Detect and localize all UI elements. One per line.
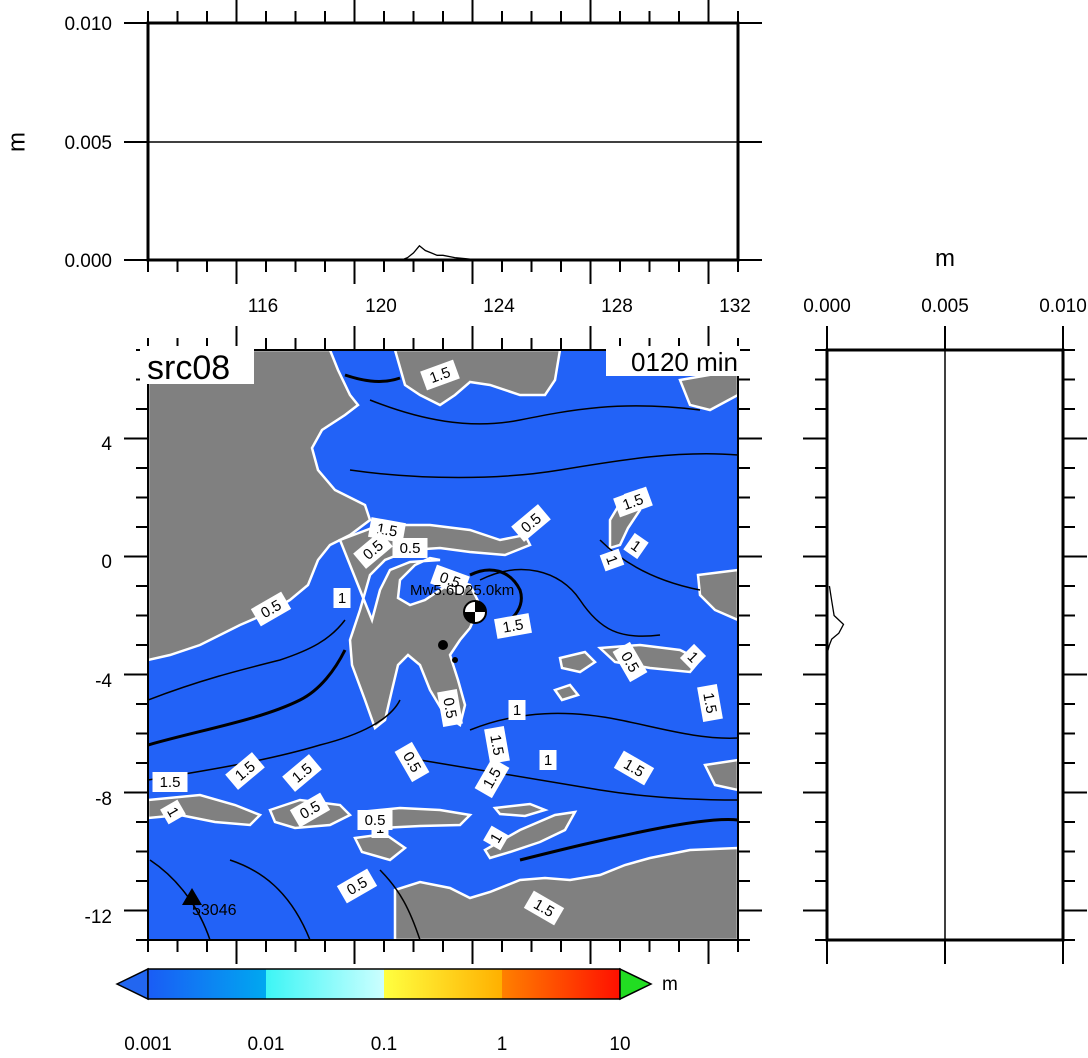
colorbar-tick-label: 0.01 — [248, 1034, 285, 1055]
contour-label-text: 0.5 — [437, 569, 462, 592]
land-borneo — [148, 350, 372, 662]
contour-label: 1 — [508, 700, 526, 720]
colorbar-segment — [384, 969, 502, 999]
map-ticks — [124, 326, 762, 964]
colorbar-tick-label: 0.001 — [124, 1034, 172, 1055]
contour-label: 1 — [160, 799, 186, 825]
station-dot — [452, 657, 458, 663]
top-xtick-label: 116 — [248, 296, 278, 317]
lat-tick-label: -4 — [95, 671, 112, 692]
side-panel-yticks — [803, 349, 1087, 941]
contour-label-text: 0.5 — [365, 812, 386, 829]
contour-label: 1.5 — [613, 486, 653, 518]
contour-labels: 1.51.51.50.511.50.50.5 10.50.511.50.51.51… — [152, 359, 723, 926]
contour-label: 1.5 — [613, 750, 655, 786]
top-xtick-label: 124 — [483, 296, 515, 317]
land-small-1 — [553, 683, 581, 702]
lat-tick-label: 0 — [101, 552, 112, 573]
contour-label-text: 1.5 — [160, 774, 181, 791]
top-ytick-label: 0.005 — [64, 133, 112, 154]
contour-label: 1 — [599, 548, 625, 572]
top-xtick-label: 128 — [601, 296, 633, 317]
contour-label: 1.5 — [484, 726, 510, 764]
colorbar-segment — [502, 969, 620, 999]
top-panel-xtick-labels: 116 120 124 128 132 — [248, 296, 751, 317]
event-label: Mw5.6D25.0km — [410, 582, 514, 599]
land-aru — [703, 758, 738, 792]
epicenter: Mw5.6D25.0km — [410, 582, 514, 663]
lat-tick-label: -12 — [85, 907, 112, 928]
contour-label: 1 — [623, 532, 649, 560]
top-panel-ylabel: m — [3, 132, 30, 152]
colorbar-segment — [266, 969, 384, 999]
contour-label-text: 1.5 — [501, 616, 524, 636]
side-xtick-label: 0.005 — [921, 296, 969, 317]
contour-label: 1 — [483, 825, 509, 851]
colorbar-segment — [148, 969, 266, 999]
station-marker: 53046 — [182, 888, 237, 919]
side-panel-xlabel: m — [935, 245, 955, 272]
land-mindanao — [393, 350, 562, 407]
colorbar-high-arrow — [619, 967, 653, 1001]
top-ytick-label: 0.010 — [64, 14, 112, 35]
station-dot — [438, 640, 448, 650]
map-lat-labels: 4 0 -4 -8 -12 — [85, 434, 113, 928]
colorbar-tick-label: 0.1 — [371, 1034, 397, 1055]
side-panel-series-line — [826, 585, 845, 655]
contour-label-text: 1.5 — [699, 691, 719, 714]
contour-label-text: 1 — [544, 752, 552, 769]
contour-label: 1 — [333, 588, 351, 608]
contour-label-text: 1.5 — [486, 733, 506, 756]
map-title: src08 — [147, 349, 230, 387]
top-panel-series-line — [401, 244, 479, 261]
contour-label: 0.5 — [392, 538, 428, 558]
map-time: 0120 min — [631, 347, 738, 377]
contour-lines — [148, 373, 738, 940]
land-wetar — [492, 802, 549, 818]
lat-tick-label: -8 — [95, 789, 112, 810]
contour-label: 0.5 — [437, 689, 463, 727]
map-area: 1.51.51.50.511.50.50.5 10.50.511.50.51.51… — [148, 350, 738, 940]
contour-label-text: 0.5 — [400, 540, 421, 557]
land-australia — [393, 846, 738, 940]
contour-label-text: 0.5 — [439, 696, 459, 719]
contour-label-text: 1.5 — [620, 491, 645, 514]
contour-label: 1 — [539, 750, 557, 770]
contour-label: 1.5 — [494, 613, 532, 639]
time-box — [606, 346, 740, 376]
lat-tick-label: 4 — [101, 434, 112, 455]
contour-label-text: 1 — [338, 590, 346, 607]
top-panel-xticks — [147, 0, 739, 284]
colorbar-tick-label: 1 — [497, 1034, 508, 1055]
title-box — [140, 346, 254, 384]
side-panel: m 0.000 0.005 0.010 — [803, 245, 1087, 964]
top-ytick-label: 0.000 — [64, 251, 112, 272]
contour-label: 1.5 — [697, 684, 723, 722]
top-panel: m 0.010 0.005 0.000 116 120 124 128 132 — [3, 0, 762, 317]
contour-label-text: 1 — [513, 702, 521, 719]
top-panel-yticks: 0.010 0.005 0.000 — [64, 14, 762, 272]
land-papua-west — [696, 568, 738, 622]
land-timor — [483, 810, 578, 860]
contour-label: 1 — [679, 643, 707, 671]
contour-label-text: 1.5 — [427, 364, 452, 387]
station-label: 53046 — [192, 902, 237, 919]
contour-label: 1.5 — [420, 359, 460, 391]
contour-label: 0.5 — [430, 564, 470, 596]
top-xtick-label: 132 — [719, 296, 751, 317]
contour-label: 0.5 — [357, 810, 393, 830]
colorbar-tick-label: 10 — [609, 1034, 630, 1055]
land-buru — [558, 650, 597, 674]
colorbar: m 0.001 0.01 0.1 1 10 — [115, 967, 678, 1055]
land-sulawesi — [338, 523, 532, 731]
colorbar-low-arrow — [115, 967, 149, 1001]
contour-label: 1.5 — [152, 772, 188, 792]
top-xtick-label: 120 — [365, 296, 397, 317]
colorbar-unit: m — [662, 974, 678, 995]
map-panel: 1.51.51.50.511.50.50.5 10.50.511.50.51.51… — [85, 326, 762, 964]
side-xtick-label: 0.010 — [1039, 296, 1087, 317]
triangle-icon — [182, 888, 202, 905]
side-xtick-label: 0.000 — [803, 296, 851, 317]
